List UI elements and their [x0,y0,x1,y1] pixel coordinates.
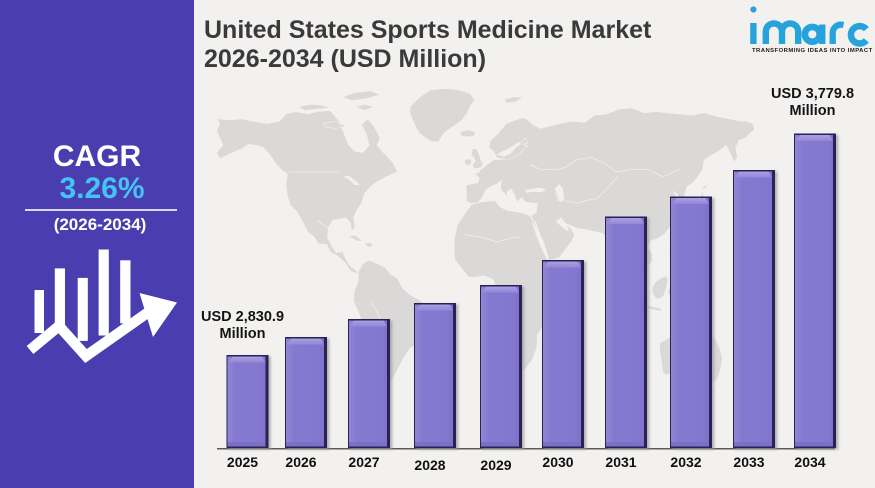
svg-text:2032: 2032 [670,454,701,470]
svg-text:2033: 2033 [733,454,764,470]
svg-text:2029: 2029 [480,457,511,473]
svg-text:2034: 2034 [794,454,825,470]
svg-text:TRANSFORMING IDEAS INTO IMPACT: TRANSFORMING IDEAS INTO IMPACT [752,48,873,54]
svg-text:2027: 2027 [348,454,379,470]
svg-text:2026: 2026 [285,454,316,470]
svg-text:2031: 2031 [605,454,636,470]
svg-text:2030: 2030 [542,454,573,470]
svg-text:2028: 2028 [414,457,445,473]
svg-text:2025: 2025 [227,454,258,470]
